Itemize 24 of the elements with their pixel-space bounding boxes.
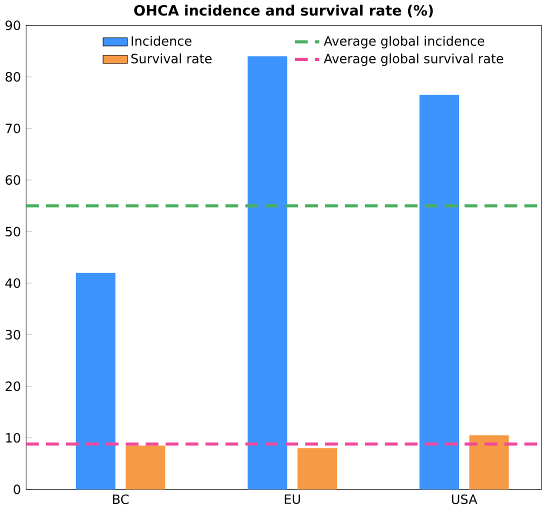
legend-label: Average global survival rate <box>324 54 504 66</box>
chart-title: OHCA incidence and survival rate (%) <box>134 4 433 18</box>
y-tick-label: 40 <box>5 278 20 288</box>
bar <box>298 448 338 490</box>
x-tick-label: BC <box>113 494 129 504</box>
y-tick-label: 60 <box>6 175 20 185</box>
y-tick-label: 50 <box>6 226 20 236</box>
bar <box>76 272 116 490</box>
bar <box>248 56 288 490</box>
legend-label: Average global incidence <box>324 36 484 48</box>
y-tick-label: 20 <box>6 381 20 392</box>
y-tick-label: 0 <box>14 484 20 494</box>
x-tick-label: USA <box>452 494 478 504</box>
y-tick-label: 80 <box>6 72 20 82</box>
bar <box>469 435 509 490</box>
bar <box>126 446 166 490</box>
bar <box>419 94 459 490</box>
y-tick-label: 90 <box>6 20 20 30</box>
y-tick-label: 10 <box>6 433 20 443</box>
y-tick-label: 70 <box>6 124 20 134</box>
y-tick-label: 30 <box>6 330 20 340</box>
legend-label: Survival rate <box>131 54 212 64</box>
x-tick-label: EU <box>284 494 300 504</box>
legend-label: Incidence <box>132 36 192 46</box>
